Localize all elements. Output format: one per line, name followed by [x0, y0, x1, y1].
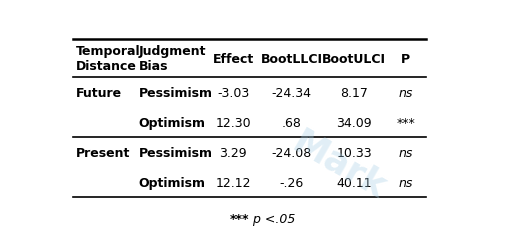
- Text: -24.08: -24.08: [271, 146, 312, 159]
- Text: Effect: Effect: [213, 52, 254, 65]
- Text: Optimism: Optimism: [139, 176, 206, 189]
- Text: ns: ns: [398, 86, 413, 100]
- Text: 34.09: 34.09: [336, 116, 372, 129]
- Text: BootULCI: BootULCI: [322, 52, 386, 65]
- Text: 10.33: 10.33: [336, 146, 372, 159]
- Text: 8.17: 8.17: [340, 86, 368, 100]
- Text: Future: Future: [76, 86, 122, 100]
- Text: Pessimism: Pessimism: [139, 146, 213, 159]
- Text: Present: Present: [76, 146, 131, 159]
- Text: .68: .68: [282, 116, 302, 129]
- Text: Mark: Mark: [287, 125, 392, 205]
- Text: Optimism: Optimism: [139, 116, 206, 129]
- Text: ***: ***: [396, 116, 415, 129]
- Text: Temporal
Distance: Temporal Distance: [76, 45, 141, 73]
- Text: -3.03: -3.03: [217, 86, 250, 100]
- Text: ***: ***: [230, 212, 250, 225]
- Text: p <.05: p <.05: [250, 212, 296, 225]
- Text: ns: ns: [398, 146, 413, 159]
- Text: BootLLCI: BootLLCI: [261, 52, 323, 65]
- Text: -24.34: -24.34: [271, 86, 311, 100]
- Text: 40.11: 40.11: [336, 176, 372, 189]
- Text: P: P: [401, 52, 410, 65]
- Text: Pessimism: Pessimism: [139, 86, 213, 100]
- Text: 12.12: 12.12: [215, 176, 251, 189]
- Text: 12.30: 12.30: [215, 116, 251, 129]
- Text: 3.29: 3.29: [219, 146, 247, 159]
- Text: Judgment
Bias: Judgment Bias: [139, 45, 206, 73]
- Text: ns: ns: [398, 176, 413, 189]
- Text: -.26: -.26: [280, 176, 304, 189]
